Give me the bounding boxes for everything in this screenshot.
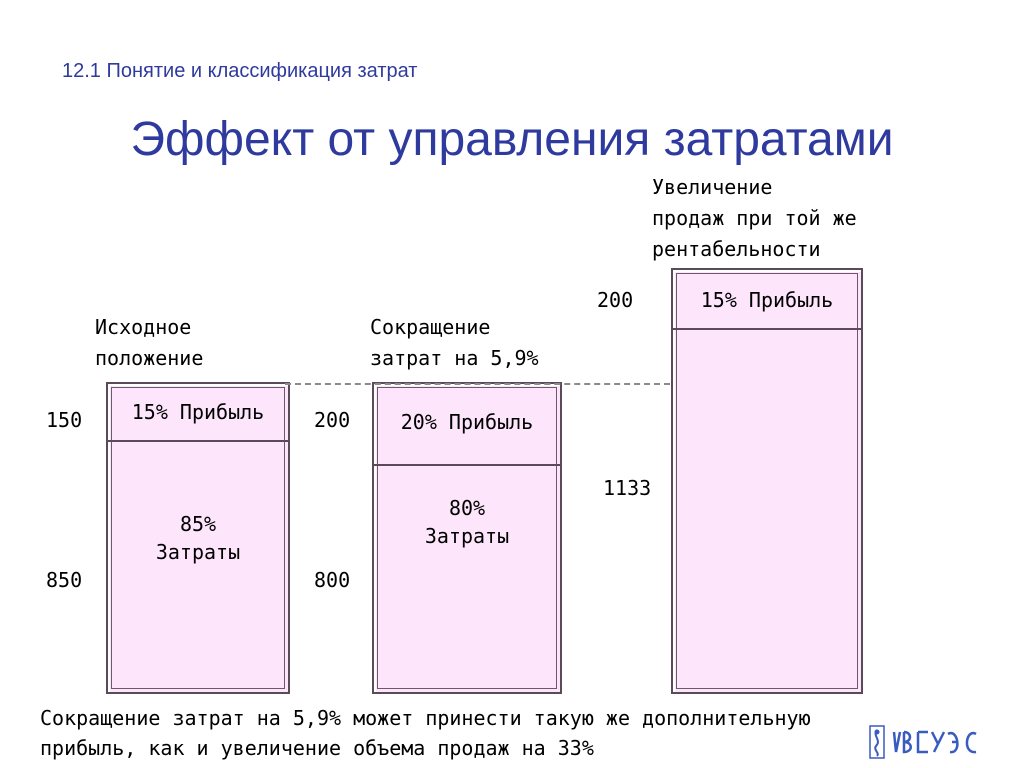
- bar-cost-reduction-inner-border: [377, 387, 557, 689]
- bar-sales-increase-inner-border: [676, 273, 858, 689]
- value-profit-reduction: 200: [314, 408, 351, 432]
- caption-cost-reduction: Сокращение затрат на 5,9%: [370, 312, 539, 374]
- cost-label-initial-line2: Затраты: [155, 540, 241, 564]
- caption-sales-increase-line1: Увеличение: [652, 175, 773, 199]
- bar-initial-inner-border: [111, 387, 285, 689]
- section-subtitle: 12.1 Понятие и классификация затрат: [62, 60, 418, 82]
- value-profit-sales: 200: [597, 288, 634, 312]
- cost-label-reduction-line2: Затраты: [424, 524, 510, 548]
- profit-label-initial: 15% Прибыль: [131, 400, 265, 424]
- caption-initial-line2: положение: [95, 346, 204, 370]
- caption-initial: Исходное положение: [95, 312, 203, 374]
- caption-sales-increase-line3: рентабельности: [652, 237, 821, 261]
- conclusion-line2: прибыль, как и увеличение объема продаж …: [40, 736, 594, 760]
- cost-label-reduction: 80% Затраты: [374, 494, 560, 550]
- bar-initial-divider: [108, 440, 288, 442]
- university-logo: [866, 722, 986, 762]
- caption-cost-reduction-line2: затрат на 5,9%: [370, 346, 539, 370]
- profit-label-sales: 15% Прибыль: [700, 288, 834, 312]
- profit-label-reduction: 20% Прибыль: [400, 410, 534, 434]
- bar-cost-reduction: 20% Прибыль 80% Затраты: [372, 382, 562, 694]
- bar-cost-reduction-divider: [374, 464, 560, 466]
- conclusion-line1: Сокращение затрат на 5,9% может принести…: [40, 706, 811, 730]
- bar-sales-increase: 15% Прибыль: [671, 268, 863, 694]
- cost-label-initial: 85% Затраты: [108, 510, 288, 566]
- value-cost-reduction: 800: [314, 568, 351, 592]
- value-cost-initial: 850: [46, 568, 83, 592]
- cost-label-reduction-line1: 80%: [448, 496, 486, 520]
- caption-cost-reduction-line1: Сокращение: [370, 315, 491, 339]
- bar-sales-increase-divider: [673, 328, 861, 330]
- comparison-dashed-line: [285, 383, 670, 385]
- caption-initial-line1: Исходное: [95, 315, 192, 339]
- caption-sales-increase-line2: продаж при той же: [652, 206, 857, 230]
- bar-initial: 15% Прибыль 85% Затраты: [106, 382, 290, 694]
- university-emblem-icon: [869, 725, 977, 759]
- cost-label-initial-line1: 85%: [179, 512, 217, 536]
- conclusion-text: Сокращение затрат на 5,9% может принести…: [40, 703, 811, 763]
- slide-title: Эффект от управления затратами: [130, 113, 894, 166]
- caption-sales-increase: Увеличение продаж при той же рентабельно…: [652, 172, 857, 265]
- value-cost-sales: 1133: [603, 476, 652, 500]
- value-profit-initial: 150: [46, 408, 83, 432]
